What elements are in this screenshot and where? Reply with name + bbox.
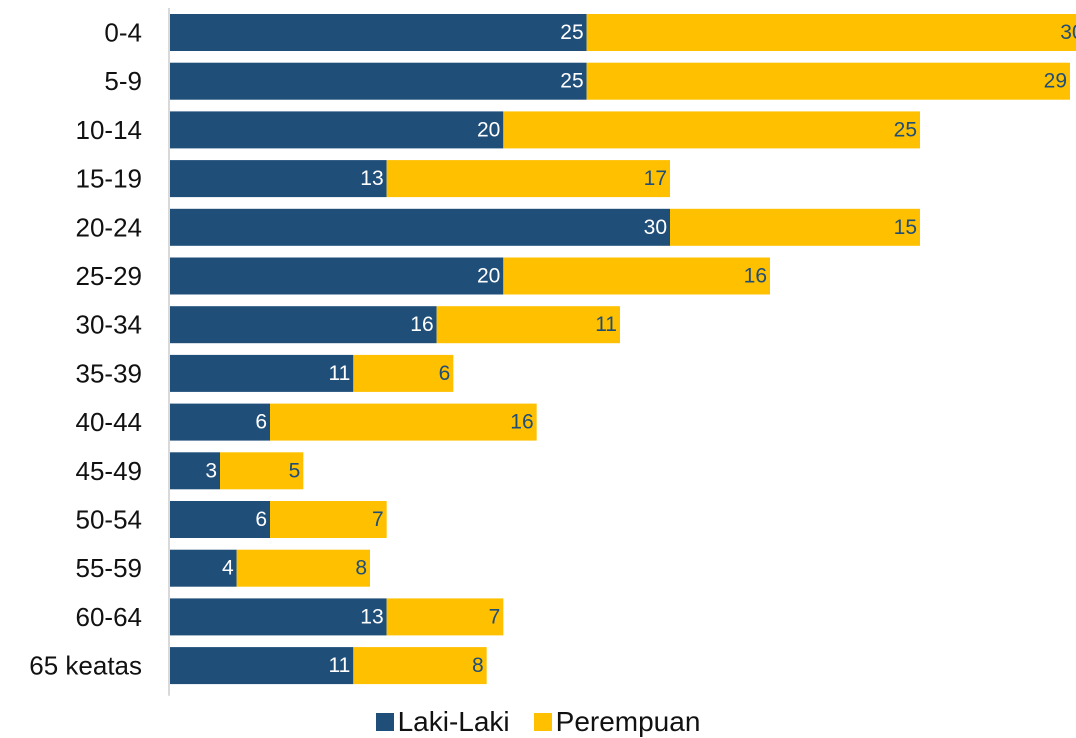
legend-label-perempuan: Perempuan (555, 706, 701, 737)
bar-perempuan-25-29 (503, 257, 770, 295)
data-label-perempuan-35-39: 6 (439, 362, 451, 385)
bar-perempuan-45-49 (220, 452, 304, 490)
bar-perempuan-15-19 (386, 160, 670, 198)
category-label-60-64: 60-64 (76, 602, 143, 632)
category-label-50-54: 50-54 (76, 505, 143, 535)
data-label-perempuan-50-54: 7 (372, 508, 384, 531)
data-label-perempuan-55-59: 8 (355, 557, 367, 580)
data-label-laki-laki-30-34: 16 (410, 313, 433, 336)
data-label-perempuan-60-64: 7 (489, 605, 501, 628)
category-label-30-34: 30-34 (76, 310, 143, 340)
bar-laki-laki-10-14 (170, 111, 504, 149)
bar-laki-laki-0-4 (170, 14, 587, 51)
data-label-laki-laki-45-49: 3 (205, 459, 217, 482)
bar-perempuan-40-44 (270, 403, 537, 441)
data-label-laki-laki-25-29: 20 (477, 265, 500, 288)
legend-swatch-laki-laki (375, 713, 394, 731)
category-label-15-19: 15-19 (76, 164, 143, 194)
data-label-laki-laki-5-9: 25 (560, 70, 583, 93)
category-label-5-9: 5-9 (104, 66, 142, 96)
data-label-laki-laki-40-44: 6 (255, 411, 267, 434)
data-label-perempuan-15-19: 17 (644, 167, 667, 190)
category-axis-labels: 0-4 5-9 10-14 15-19 20-24 25-29 30-34 35-39 40-4… (29, 18, 142, 681)
bar-laki-laki-40-44 (170, 403, 270, 441)
data-label-perempuan-0-4: 30 (1060, 21, 1076, 44)
data-label-perempuan-20-24: 15 (894, 216, 917, 239)
data-label-laki-laki-50-54: 6 (255, 508, 267, 531)
legend-swatch-perempuan (533, 713, 552, 731)
category-label-10-14: 10-14 (76, 115, 143, 145)
data-label-perempuan-25-29: 16 (744, 265, 767, 288)
bar-laki-laki-65-keatas (170, 647, 354, 685)
legend: Laki-Laki Perempuan (0, 706, 1076, 738)
category-label-20-24: 20-24 (76, 212, 143, 242)
bar-perempuan-0-4 (586, 14, 1076, 51)
category-label-55-59: 55-59 (76, 553, 143, 583)
stacked-bar-chart: 0-4 5-9 10-14 15-19 20-24 25-29 30-34 35-39 40-4… (29, 8, 1076, 696)
legend-item-laki-laki: Laki-Laki (375, 706, 510, 738)
data-label-laki-laki-10-14: 20 (477, 118, 500, 141)
data-label-laki-laki-0-4: 25 (560, 21, 583, 44)
bar-perempuan-10-14 (503, 111, 920, 149)
bar-laki-laki-5-9 (170, 62, 587, 100)
data-label-perempuan-10-14: 25 (894, 118, 917, 141)
bar-perempuan-5-9 (586, 62, 1070, 100)
bar-laki-laki-60-64 (170, 598, 387, 636)
category-label-0-4: 0-4 (104, 18, 142, 48)
category-label-40-44: 40-44 (76, 407, 143, 437)
data-label-perempuan-40-44: 16 (510, 411, 533, 434)
legend-label-laki-laki: Laki-Laki (397, 706, 510, 737)
category-label-25-29: 25-29 (76, 261, 143, 291)
data-label-perempuan-65-keatas: 8 (472, 654, 484, 677)
bar-perempuan-50-54 (270, 501, 387, 538)
data-label-laki-laki-55-59: 4 (222, 557, 234, 580)
bar-laki-laki-25-29 (170, 257, 504, 295)
bar-perempuan-65-keatas (353, 647, 487, 685)
category-label-35-39: 35-39 (76, 358, 143, 388)
data-label-perempuan-30-34: 11 (595, 313, 617, 336)
bar-laki-laki-35-39 (170, 354, 354, 392)
data-labels-group: 25 30 25 29 20 25 13 17 30 15 20 16 16 11 11 6 6 16 3 5 6 7 4 8… (205, 21, 1076, 677)
data-label-laki-laki-15-19: 13 (360, 167, 383, 190)
bar-laki-laki-55-59 (170, 549, 237, 587)
bar-laki-laki-45-49 (170, 452, 220, 490)
category-label-65-keatas: 65 keatas (29, 651, 142, 681)
bar-perempuan-55-59 (236, 549, 370, 587)
bar-laki-laki-50-54 (170, 501, 270, 538)
data-label-perempuan-5-9: 29 (1044, 70, 1067, 93)
data-label-laki-laki-20-24: 30 (644, 216, 667, 239)
bar-laki-laki-30-34 (170, 306, 437, 344)
legend-item-perempuan: Perempuan (533, 706, 701, 738)
category-label-45-49: 45-49 (76, 456, 143, 486)
bar-perempuan-60-64 (386, 598, 504, 636)
bar-perempuan-30-34 (436, 306, 620, 344)
bar-perempuan-35-39 (353, 354, 454, 392)
data-label-perempuan-45-49: 5 (289, 459, 301, 482)
data-label-laki-laki-60-64: 13 (360, 605, 383, 628)
bar-laki-laki-15-19 (170, 160, 387, 198)
data-label-laki-laki-65-keatas: 11 (329, 654, 351, 677)
bar-series-group (170, 14, 1076, 685)
data-label-laki-laki-35-39: 11 (329, 362, 351, 385)
bar-laki-laki-20-24 (170, 208, 670, 246)
bar-perempuan-20-24 (670, 208, 920, 246)
